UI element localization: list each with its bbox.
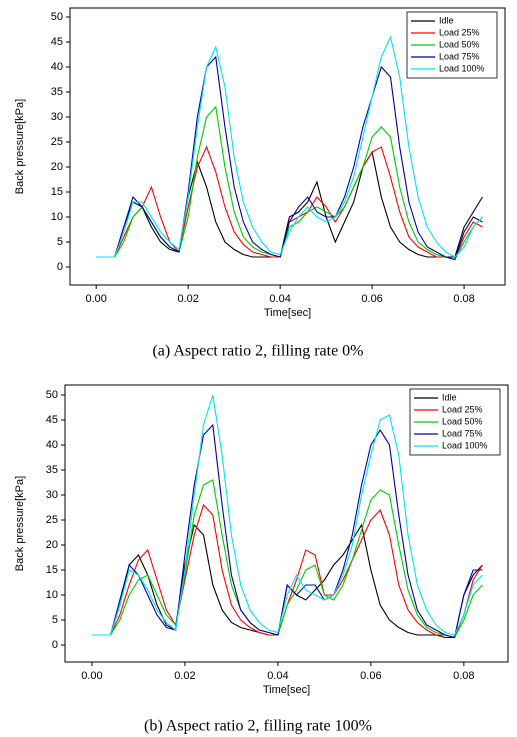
y-tick-label: 50 bbox=[51, 11, 63, 23]
legend-label: Load 100% bbox=[439, 63, 485, 73]
legend-label: Load 25% bbox=[439, 27, 480, 37]
y-tick-label: 40 bbox=[46, 439, 58, 451]
data-line bbox=[96, 105, 483, 261]
y-tick-label: 35 bbox=[51, 86, 63, 98]
y-tick-label: 5 bbox=[57, 236, 63, 248]
y-tick-label: 10 bbox=[46, 589, 58, 601]
y-tick-label: 20 bbox=[51, 161, 63, 173]
y-tick-label: 50 bbox=[46, 389, 58, 401]
y-tick-label: 35 bbox=[46, 464, 58, 476]
y-tick-label: 20 bbox=[46, 539, 58, 551]
x-tick-label: 0.00 bbox=[81, 670, 102, 682]
y-tick-label: 30 bbox=[51, 111, 63, 123]
y-tick-label: 0 bbox=[52, 639, 58, 651]
y-tick-label: 25 bbox=[46, 514, 58, 526]
y-tick-label: 5 bbox=[52, 614, 58, 626]
y-tick-label: 45 bbox=[51, 36, 63, 48]
legend-label: Load 100% bbox=[442, 440, 488, 450]
legend-label: Idle bbox=[439, 15, 454, 25]
x-tick-label: 0.04 bbox=[269, 293, 290, 305]
legend-label: Load 75% bbox=[442, 428, 483, 438]
data-line bbox=[91, 394, 483, 636]
caption: (b) Aspect ratio 2, filling rate 100% bbox=[144, 718, 372, 735]
x-tick-label: 0.04 bbox=[267, 670, 288, 682]
data-line bbox=[91, 503, 483, 639]
x-tick-label: 0.02 bbox=[177, 293, 198, 305]
x-tick-label: 0.02 bbox=[174, 670, 195, 682]
y-tick-label: 10 bbox=[51, 211, 63, 223]
caption: (a) Aspect ratio 2, filling rate 0% bbox=[152, 343, 363, 360]
data-line bbox=[96, 55, 483, 261]
x-tick-label: 0.08 bbox=[453, 293, 474, 305]
legend-label: Load 50% bbox=[442, 416, 483, 426]
x-tick-label: 0.08 bbox=[453, 670, 474, 682]
x-axis-label: Time[sec] bbox=[264, 307, 311, 319]
legend-label: Load 25% bbox=[442, 404, 483, 414]
x-tick-label: 0.06 bbox=[361, 293, 382, 305]
data-line bbox=[91, 423, 483, 639]
y-tick-label: 45 bbox=[46, 414, 58, 426]
data-line bbox=[91, 479, 483, 639]
plot-frame bbox=[64, 384, 509, 663]
y-tick-label: 0 bbox=[57, 261, 63, 273]
data-line bbox=[96, 150, 483, 258]
data-line bbox=[96, 35, 483, 258]
x-axis-label: Time[sec] bbox=[263, 684, 310, 696]
x-tick-label: 0.06 bbox=[360, 670, 381, 682]
y-axis-label: Back pressure[kPa] bbox=[14, 99, 26, 194]
x-tick-label: 0.00 bbox=[85, 293, 106, 305]
y-tick-label: 30 bbox=[46, 489, 58, 501]
legend-label: Idle bbox=[442, 392, 457, 402]
y-tick-label: 25 bbox=[51, 136, 63, 148]
legend-label: Load 75% bbox=[439, 51, 480, 61]
legend-label: Load 50% bbox=[439, 39, 480, 49]
y-tick-label: 15 bbox=[46, 564, 58, 576]
y-axis-label: Back pressure[kPa] bbox=[14, 476, 26, 571]
y-tick-label: 15 bbox=[51, 186, 63, 198]
y-tick-label: 40 bbox=[51, 61, 63, 73]
plot-frame bbox=[69, 7, 506, 286]
